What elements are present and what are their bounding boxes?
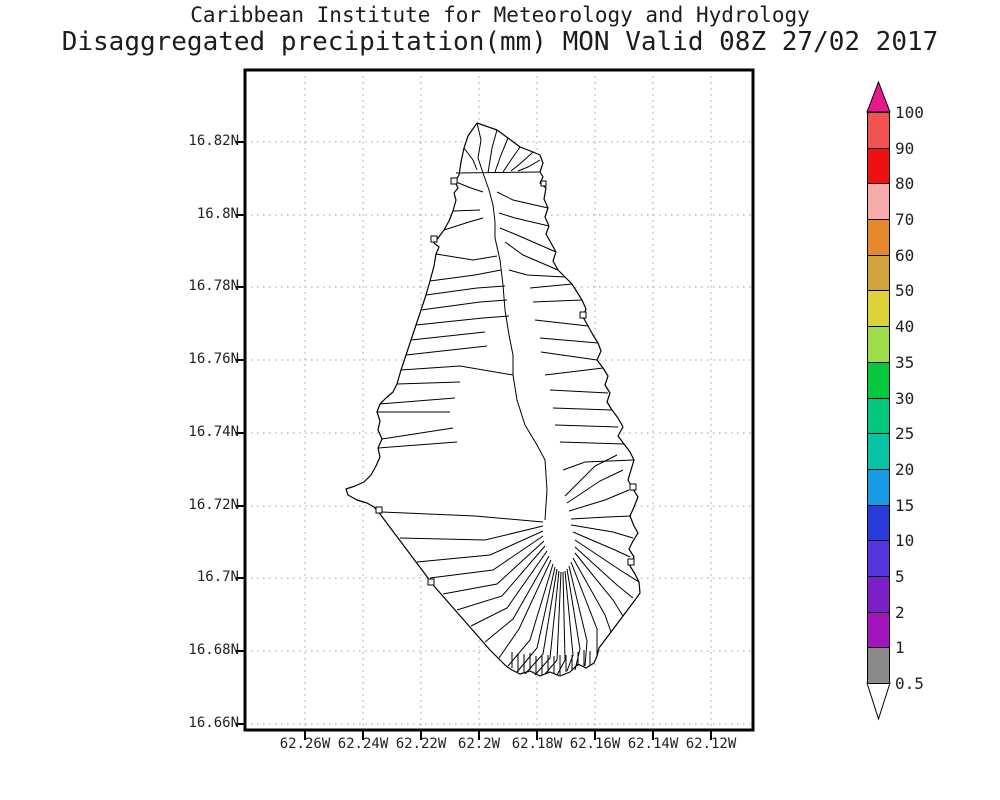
watershed-lines-north [444, 123, 558, 270]
colorbar-label: 40 [895, 317, 915, 337]
lon-tick-label: 62.22W [395, 736, 447, 752]
colorbar-segment [867, 219, 890, 256]
chart-subtitle: Disaggregated precipitation(mm) MON Vali… [61, 26, 939, 57]
colorbar-arrow-below-min-shape [867, 683, 890, 719]
lat-tick-label: 16.78N [188, 278, 239, 294]
colorbar-segment [867, 183, 890, 221]
colorbar-segment [867, 361, 890, 399]
colorbar-label: 2 [895, 602, 905, 622]
colorbar-segment [867, 147, 890, 185]
colorbar-segment [867, 575, 890, 613]
colorbar-label: 90 [895, 138, 915, 158]
colorbar-label: 20 [895, 459, 915, 479]
lon-tick-label: 62.12W [685, 736, 737, 752]
colorbar-label: 80 [895, 174, 915, 194]
colorbar-segment [867, 397, 890, 435]
colorbar-label: 60 [895, 245, 915, 265]
lon-tick-label: 62.16W [569, 736, 621, 752]
colorbar-label: 35 [895, 352, 915, 372]
colorbar-label: 15 [895, 495, 915, 515]
lat-tick-label: 16.68N [188, 642, 239, 658]
colorbar-label: 5 [895, 566, 905, 586]
axis-ticks [236, 142, 711, 740]
lat-tick-label: 16.7N [196, 569, 239, 585]
map-plot-area [245, 70, 753, 730]
colorbar-segment [867, 326, 890, 363]
coastal-cell-bumps [376, 178, 636, 585]
colorbar-segment [867, 468, 890, 506]
colorbar-segment [867, 290, 890, 328]
lat-tick-label: 16.66N [188, 715, 239, 731]
colorbar-segment [867, 254, 890, 292]
lat-tick-label: 16.76N [188, 351, 239, 367]
colorbar-segment [867, 433, 890, 470]
colorbar-label: 25 [895, 424, 915, 444]
colorbar-label: 0.5 [895, 674, 924, 693]
colorbar-arrow-above-max [866, 81, 891, 113]
colorbar-segment [867, 647, 890, 684]
lon-tick-label: 62.18W [511, 736, 563, 752]
watershed-lines-centre [377, 238, 634, 520]
colorbar-segment [867, 112, 890, 149]
colorbar-segment [867, 540, 890, 577]
lon-tick-label: 62.24W [337, 736, 389, 752]
lon-tick-label: 62.26W [279, 736, 331, 752]
plot-frame [245, 70, 753, 730]
colorbar-label: 50 [895, 281, 915, 301]
colorbar-label: 10 [895, 531, 915, 551]
lon-tick-label: 62.14W [627, 736, 679, 752]
colorbar-label: 30 [895, 388, 915, 408]
colorbar-segment [867, 611, 890, 649]
lat-tick-label: 16.74N [188, 424, 239, 440]
colorbar-arrow-below-min [866, 682, 891, 721]
colorbar-segment [867, 504, 890, 542]
lat-tick-label: 16.8N [196, 206, 239, 222]
south-coast-drainage-comb [512, 650, 590, 675]
colorbar-arrow-above-max-shape [867, 82, 890, 112]
colorbar-label: 100 [895, 103, 924, 122]
colorbar-label: 70 [895, 210, 915, 230]
lat-tick-label: 16.72N [188, 497, 239, 513]
watershed-lines-south [382, 455, 639, 675]
colorbar-label: 1 [895, 638, 905, 658]
lat-tick-label: 16.82N [188, 133, 239, 149]
title-block: Caribbean Institute for Meteorology and … [0, 3, 1000, 58]
lon-tick-label: 62.2W [457, 736, 501, 752]
chart-title: Caribbean Institute for Meteorology and … [190, 3, 810, 27]
